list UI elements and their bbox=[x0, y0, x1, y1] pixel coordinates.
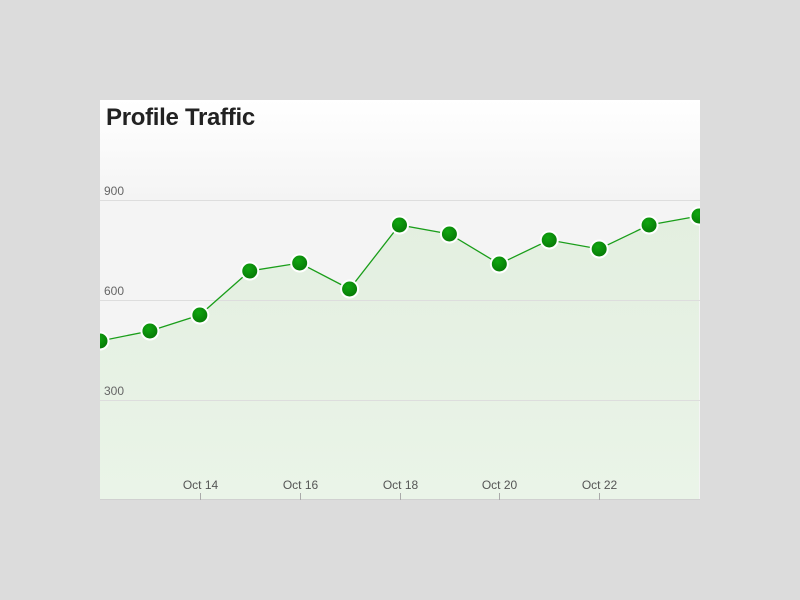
data-point[interactable] bbox=[190, 305, 210, 325]
chart-panel: 300 600 900 Oct 14 Oct 16 Oct 18 Oct 20 Oct 22 … bbox=[100, 100, 700, 500]
x-tick-label: Oct 18 bbox=[383, 478, 419, 492]
data-point[interactable] bbox=[639, 215, 659, 235]
y-tick-label: 300 bbox=[104, 384, 124, 398]
y-tick-label: 600 bbox=[104, 284, 124, 298]
data-point[interactable] bbox=[439, 224, 459, 244]
data-point[interactable] bbox=[589, 239, 609, 259]
x-tick-label: Oct 16 bbox=[283, 478, 319, 492]
x-tick-label: Oct 14 bbox=[183, 478, 219, 492]
data-point[interactable] bbox=[340, 279, 360, 299]
data-point[interactable] bbox=[290, 253, 310, 273]
data-point[interactable] bbox=[539, 230, 559, 250]
x-tick-label: Oct 20 bbox=[482, 478, 518, 492]
data-point[interactable] bbox=[100, 331, 110, 351]
line-area-chart: 300 600 900 Oct 14 Oct 16 Oct 18 Oct 20 Oct 22 bbox=[100, 184, 701, 500]
x-tick-label: Oct 22 bbox=[582, 478, 618, 492]
data-point[interactable] bbox=[489, 254, 509, 274]
area-fill bbox=[100, 216, 699, 500]
data-point[interactable] bbox=[240, 261, 260, 281]
data-point[interactable] bbox=[689, 206, 701, 226]
y-tick-label: 900 bbox=[104, 184, 124, 198]
data-point[interactable] bbox=[390, 215, 409, 235]
chart-title: Profile Traffic bbox=[106, 104, 255, 131]
data-point[interactable] bbox=[140, 321, 160, 341]
